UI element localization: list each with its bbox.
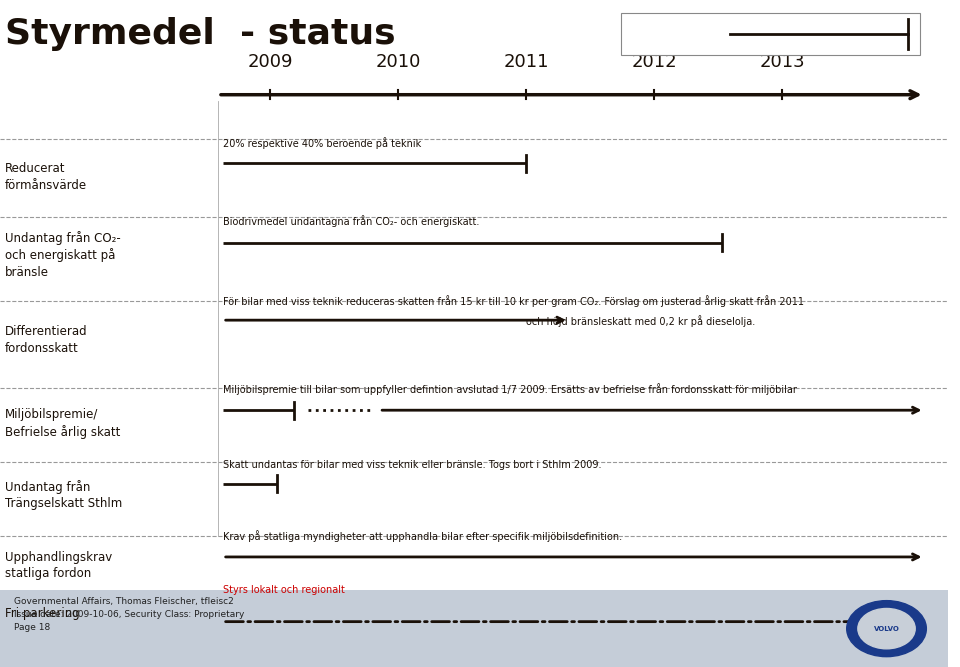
Text: 2012: 2012	[632, 53, 677, 71]
Text: Biodrivmedel undantagna från CO₂- och energiskatt.: Biodrivmedel undantagna från CO₂- och en…	[223, 215, 479, 227]
Text: 2011: 2011	[503, 53, 549, 71]
Circle shape	[847, 600, 926, 656]
Text: VOLVO: VOLVO	[874, 626, 900, 632]
Text: 2013: 2013	[759, 53, 805, 71]
FancyBboxPatch shape	[621, 13, 920, 55]
Text: Gällande beslut: Gällande beslut	[633, 29, 714, 39]
Text: Miljöbilspremie/
Befrielse årlig skatt: Miljöbilspremie/ Befrielse årlig skatt	[5, 408, 120, 439]
Text: Miljöbilspremie till bilar som uppfyller defintion avslutad 1/7 2009. Ersätts av: Miljöbilspremie till bilar som uppfyller…	[223, 383, 797, 395]
Text: Krav på statliga myndigheter att upphandla bilar efter specifik miljöbilsdefinit: Krav på statliga myndigheter att upphand…	[223, 530, 622, 542]
Text: Fri parkering: Fri parkering	[5, 607, 80, 620]
Text: Styrs lokalt och regionalt: Styrs lokalt och regionalt	[223, 585, 345, 595]
Text: Skatt undantas för bilar med viss teknik eller bränsle. Togs bort i Sthlm 2009.: Skatt undantas för bilar med viss teknik…	[223, 460, 601, 470]
Text: Undantag från CO₂-
och energiskatt på
bränsle: Undantag från CO₂- och energiskatt på br…	[5, 231, 121, 279]
Text: 2009: 2009	[248, 53, 293, 71]
Circle shape	[858, 608, 915, 649]
Text: För bilar med viss teknik reduceras skatten från 15 kr till 10 kr per gram CO₂. : För bilar med viss teknik reduceras skat…	[223, 295, 804, 307]
Text: Undantag från
Trängselskatt Sthlm: Undantag från Trängselskatt Sthlm	[5, 480, 122, 510]
Text: och höjd bränsleskatt med 0,2 kr på dieselolja.: och höjd bränsleskatt med 0,2 kr på dies…	[526, 315, 756, 327]
Text: Governmental Affairs, Thomas Fleischer, tfleisc2
Issue date: 2009-10-06, Securit: Governmental Affairs, Thomas Fleischer, …	[14, 597, 245, 632]
Text: 2010: 2010	[375, 53, 420, 71]
Text: Differentierad
fordonsskatt: Differentierad fordonsskatt	[5, 325, 87, 355]
Text: Styrmedel  - status: Styrmedel - status	[5, 17, 396, 51]
Text: Upphandlingskrav
statliga fordon: Upphandlingskrav statliga fordon	[5, 551, 112, 580]
Text: Reducerat
förmånsvärde: Reducerat förmånsvärde	[5, 162, 86, 191]
Bar	[0, 590, 948, 667]
Text: 20% respektive 40% beroende på teknik: 20% respektive 40% beroende på teknik	[223, 137, 421, 149]
